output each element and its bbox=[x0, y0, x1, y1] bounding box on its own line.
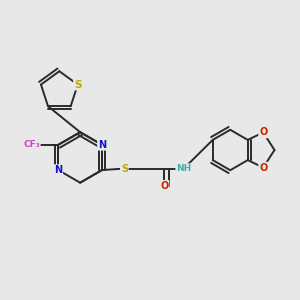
Text: O: O bbox=[259, 163, 267, 172]
Text: S: S bbox=[74, 80, 82, 90]
Text: N: N bbox=[98, 140, 106, 150]
Text: NH: NH bbox=[176, 164, 191, 173]
Text: S: S bbox=[121, 164, 128, 174]
Text: CF₃: CF₃ bbox=[23, 140, 40, 149]
Text: O: O bbox=[259, 128, 267, 137]
Text: N: N bbox=[54, 165, 62, 175]
Text: O: O bbox=[160, 181, 169, 191]
